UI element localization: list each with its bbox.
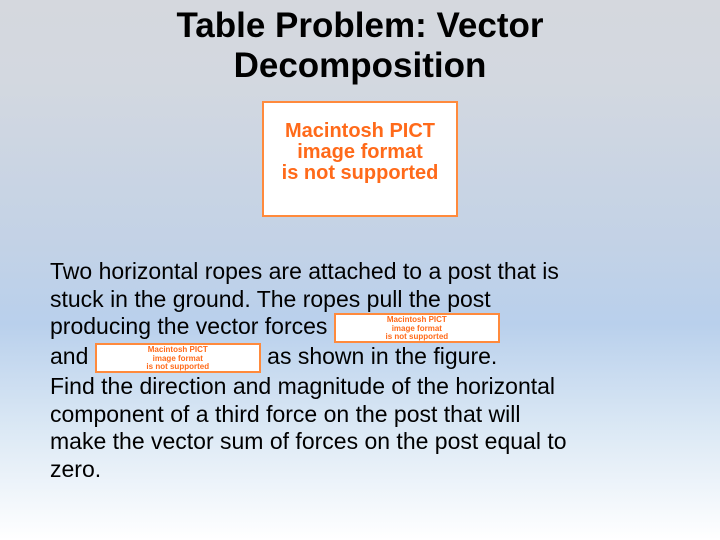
body-line-3-text: producing the vector forces xyxy=(50,313,327,339)
body-line-7: make the vector sum of forces on the pos… xyxy=(50,428,670,456)
body-line-6: component of a third force on the post t… xyxy=(50,401,670,429)
pict-line-3: is not supported xyxy=(146,362,209,371)
pict-error-image-inline-2: Macintosh PICT image format is not suppo… xyxy=(95,343,261,373)
body-line-4: and Macintosh PICT image format is not s… xyxy=(50,343,670,373)
title-line-1: Table Problem: Vector xyxy=(177,6,544,45)
body-line-3: producing the vector forces Macintosh PI… xyxy=(50,313,670,343)
pict-line-3: is not supported xyxy=(385,332,448,341)
pict-line-2: image format xyxy=(297,141,423,163)
pict-line-3: is not supported xyxy=(282,162,439,184)
body-line-5: Find the direction and magnitude of the … xyxy=(50,373,670,401)
title-line-2: Decomposition xyxy=(234,46,487,85)
problem-text: Two horizontal ropes are attached to a p… xyxy=(50,258,670,484)
pict-error-image-large: Macintosh PICT image format is not suppo… xyxy=(262,101,458,217)
body-line-4-text-a: and xyxy=(50,343,88,369)
body-line-1: Two horizontal ropes are attached to a p… xyxy=(50,258,670,286)
slide-title: Table Problem: Vector Decomposition xyxy=(0,0,720,87)
slide: Table Problem: Vector Decomposition Maci… xyxy=(0,0,720,540)
body-line-8: zero. xyxy=(50,456,670,484)
body-line-2: stuck in the ground. The ropes pull the … xyxy=(50,286,670,314)
pict-error-image-inline-1: Macintosh PICT image format is not suppo… xyxy=(334,313,500,343)
body-line-4-text-b: as shown in the figure. xyxy=(267,343,497,369)
pict-line-1: Macintosh PICT xyxy=(285,120,435,142)
